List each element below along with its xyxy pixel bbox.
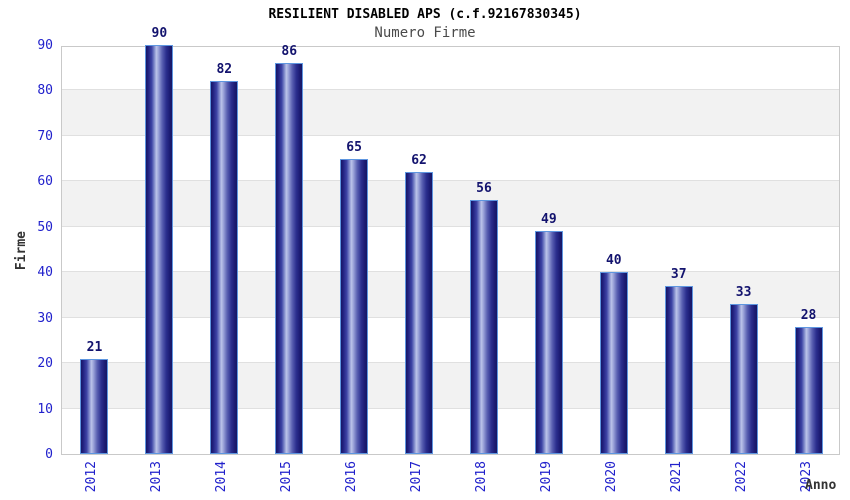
plot-band xyxy=(62,181,839,227)
gridline xyxy=(62,180,839,182)
bar-value-label: 65 xyxy=(346,139,362,155)
bar-2017 xyxy=(405,172,434,454)
x-tick-label: 2019 xyxy=(538,461,554,493)
gridline xyxy=(62,407,839,409)
bar-value-label: 28 xyxy=(800,307,817,323)
bar-value-label: 90 xyxy=(151,26,168,41)
bar-value-label: 33 xyxy=(735,285,752,301)
x-tick-label: 2018 xyxy=(473,461,489,493)
bar-2012 xyxy=(80,358,109,454)
plot-band xyxy=(62,363,839,409)
bar-2018 xyxy=(469,199,498,454)
bar-2016 xyxy=(340,158,369,454)
gridline xyxy=(62,316,839,318)
y-tick-label: 60 xyxy=(37,174,53,190)
chart-subtitle: Numero Firme xyxy=(374,25,476,41)
x-tick-label: 2015 xyxy=(279,461,295,493)
gridline xyxy=(62,271,839,273)
plot-band xyxy=(62,90,839,136)
bar-value-label: 37 xyxy=(670,266,687,282)
gridline xyxy=(62,225,839,227)
bar-2015 xyxy=(275,63,304,454)
x-tick-label: 2022 xyxy=(733,461,749,493)
gridline xyxy=(62,362,839,364)
bar-2014 xyxy=(210,81,239,454)
gridline xyxy=(62,89,839,91)
bar-2020 xyxy=(599,272,628,454)
y-axis-title: Firme xyxy=(13,230,29,271)
gridline xyxy=(62,134,839,136)
y-tick-label: 30 xyxy=(37,310,53,326)
plot-band xyxy=(62,272,839,318)
bar-value-label: 62 xyxy=(411,153,427,169)
bar-value-label: 21 xyxy=(86,339,103,355)
y-tick-label: 50 xyxy=(37,219,53,235)
plot-area: 21 90 82 86 65 62 56 49 40 37 33 28 xyxy=(61,27,840,455)
x-axis-title: Anno xyxy=(805,478,837,493)
x-tick-label: 2020 xyxy=(603,461,619,493)
bar-value-label: 49 xyxy=(541,212,557,228)
y-tick-label: 40 xyxy=(37,265,53,281)
y-axis-title-wrap: Firme xyxy=(12,46,30,455)
y-tick-label: 70 xyxy=(37,128,53,144)
bar-value-label: 40 xyxy=(605,253,622,269)
bar-value-label: 56 xyxy=(476,180,492,196)
y-tick-label: 10 xyxy=(37,401,53,417)
x-tick-label: 2012 xyxy=(84,461,100,493)
x-tick-label: 2016 xyxy=(344,461,360,493)
y-tick-label: 80 xyxy=(37,83,53,99)
y-tick-label: 90 xyxy=(37,38,53,53)
bar-2013 xyxy=(145,45,174,454)
x-tick-label: 2021 xyxy=(668,461,684,493)
bar-2019 xyxy=(534,231,563,454)
y-tick-label: 20 xyxy=(37,356,53,372)
x-tick-label: 2014 xyxy=(214,461,230,493)
bar-2023 xyxy=(794,326,823,454)
x-tick-label: 2017 xyxy=(409,461,425,493)
bar-value-label: 86 xyxy=(281,44,298,60)
x-tick-label: 2013 xyxy=(149,461,165,493)
chart-title: RESILIENT DISABLED APS (c.f.92167830345) xyxy=(268,7,582,22)
bar-value-label: 82 xyxy=(216,62,233,78)
y-tick-label: 0 xyxy=(45,447,53,462)
bar-2021 xyxy=(664,285,693,454)
bar-2022 xyxy=(729,304,758,454)
